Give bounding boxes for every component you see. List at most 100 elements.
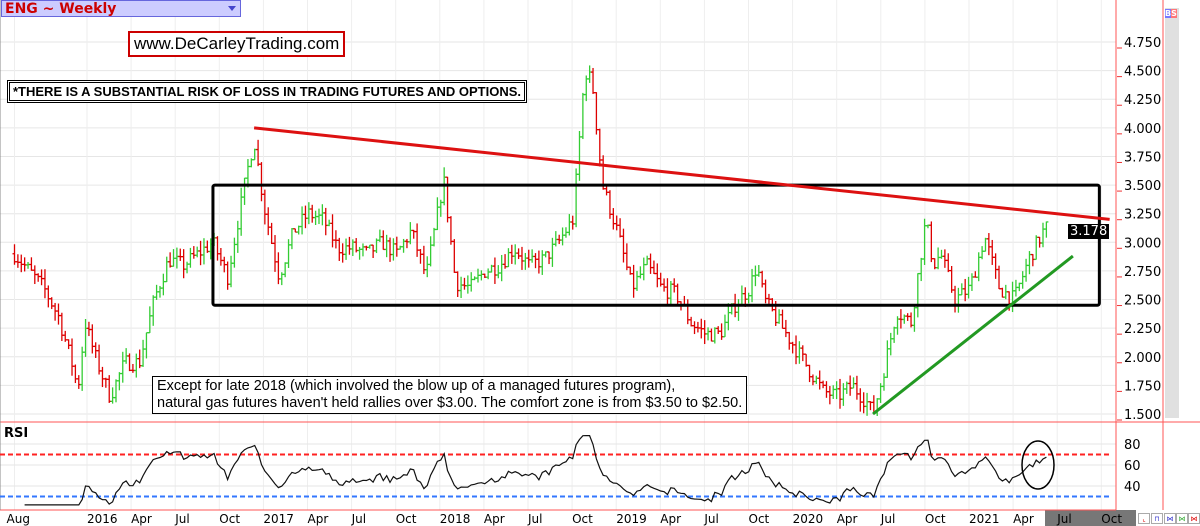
resistance-trendline <box>253 126 1110 221</box>
price-bar <box>1044 221 1049 238</box>
price-bar <box>425 256 430 278</box>
price-bar <box>506 248 511 268</box>
price-bar <box>1034 235 1039 261</box>
price-bar <box>337 237 342 261</box>
price-bar <box>841 383 846 406</box>
price-bar <box>496 265 501 279</box>
price-tick-label: 3.250 <box>1124 208 1161 223</box>
price-bar <box>949 266 954 293</box>
fit-icon[interactable]: ⊓ <box>1151 513 1163 524</box>
price-bar <box>56 303 61 325</box>
price-bar <box>320 204 325 226</box>
price-tick-label: 2.750 <box>1124 265 1161 280</box>
price-bar <box>46 285 51 308</box>
price-bar <box>939 249 944 259</box>
price-bar <box>15 254 20 268</box>
price-bar <box>577 130 582 181</box>
price-bar <box>283 262 288 278</box>
price-bar <box>191 246 196 259</box>
date-tick-label: Apr <box>308 512 329 526</box>
price-bar <box>800 345 805 362</box>
price-bar <box>164 256 169 283</box>
price-bar <box>777 309 782 324</box>
support-trendline <box>872 254 1074 416</box>
price-bar <box>790 341 795 354</box>
price-bar <box>455 271 460 298</box>
price-bar <box>110 387 115 404</box>
price-bar <box>587 65 592 83</box>
price-bar <box>245 159 250 188</box>
date-tick-label: Oct <box>749 512 770 526</box>
price-bar <box>936 247 941 270</box>
annotation-box: Except for late 2018 (which involved the… <box>152 376 748 414</box>
buy-button[interactable]: B <box>1165 9 1172 18</box>
price-bar <box>323 207 328 236</box>
price-bar <box>448 216 453 245</box>
future-date-area <box>1045 510 1136 526</box>
date-tick-label: Jul <box>1056 512 1071 526</box>
price-bar <box>452 239 457 273</box>
price-tick-label: 3.000 <box>1124 236 1161 251</box>
price-bar <box>384 234 389 258</box>
price-bar <box>90 324 95 354</box>
annotation-line-2: natural gas futures haven't held rallies… <box>157 395 743 411</box>
price-bar <box>185 261 190 274</box>
price-bar <box>73 364 78 384</box>
price-bar <box>333 230 338 249</box>
price-bar <box>865 392 870 416</box>
date-tick-label: Jul <box>703 512 718 526</box>
date-tick-label: Jul <box>527 512 542 526</box>
date-tick-label: 2016 <box>87 512 118 526</box>
date-tick-label: Oct <box>396 512 417 526</box>
chevron-down-icon[interactable] <box>228 6 236 11</box>
price-bar <box>976 252 981 282</box>
price-bar <box>919 257 924 282</box>
date-tick-label: 2019 <box>616 512 647 526</box>
price-bar <box>574 168 579 228</box>
date-tick-label: Oct <box>572 512 593 526</box>
reset-zoom-icon[interactable]: ⋈ <box>1188 513 1200 524</box>
price-bar <box>760 270 765 288</box>
price-tick-label: 4.250 <box>1124 93 1161 108</box>
zoom-in-icon[interactable]: ⋈ <box>1164 513 1176 524</box>
date-tick-label: Apr <box>484 512 505 526</box>
rsi-tick-label: 60 <box>1124 459 1141 474</box>
price-bar <box>269 222 274 245</box>
price-bar <box>794 335 799 365</box>
price-bar <box>780 309 785 330</box>
symbol-selector[interactable]: ENG ~ Weekly <box>1 0 241 17</box>
price-bar <box>635 270 640 291</box>
price-bar <box>479 270 484 281</box>
risk-disclaimer: *THERE IS A SUBSTANTIAL RISK OF LOSS IN … <box>7 80 527 103</box>
price-bar <box>465 275 470 294</box>
price-bar <box>631 264 636 298</box>
price-bar <box>834 381 839 400</box>
rsi-line <box>24 435 1047 506</box>
price-bar <box>821 380 826 389</box>
scroll-start-icon[interactable]: ⌞ <box>1138 513 1150 524</box>
price-bar <box>655 263 660 288</box>
date-tick-label: Oct <box>1101 512 1122 526</box>
price-bar <box>516 248 521 260</box>
price-bar <box>702 320 707 345</box>
price-bar <box>662 278 667 292</box>
price-bar <box>286 239 291 269</box>
zoom-out-icon[interactable]: ⋈ <box>1176 513 1188 524</box>
price-bar <box>100 366 105 388</box>
price-bar <box>553 231 558 247</box>
price-bar <box>1010 281 1015 313</box>
price-bar <box>252 148 257 161</box>
sell-button[interactable]: S <box>1171 9 1177 18</box>
price-bar <box>993 253 998 279</box>
price-bar <box>746 292 751 304</box>
price-tick-label: 4.750 <box>1124 36 1161 51</box>
price-bar <box>469 272 474 292</box>
date-axis <box>0 510 1200 526</box>
price-bar <box>956 287 961 313</box>
price-tick-label: 4.500 <box>1124 65 1161 80</box>
date-tick-label: Oct <box>925 512 946 526</box>
price-bar <box>53 302 58 321</box>
price-bar <box>239 187 244 236</box>
